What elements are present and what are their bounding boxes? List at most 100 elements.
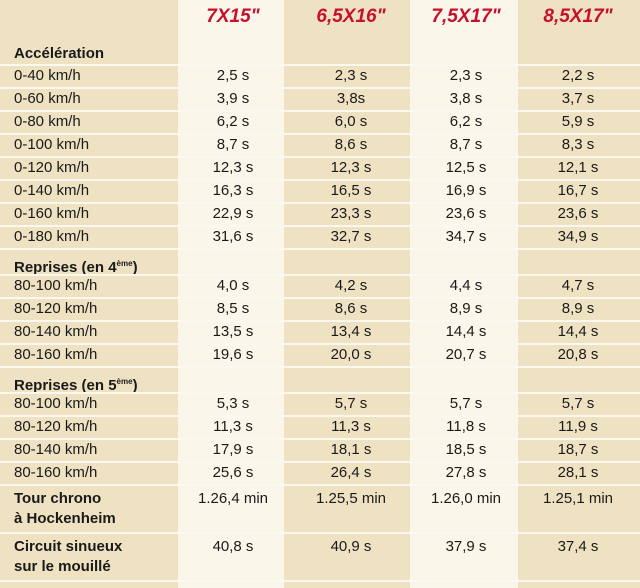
row-label: 0-80 km/h — [14, 113, 81, 130]
section-title-text: Accélération — [14, 45, 105, 62]
cell-value: 18,1 s — [330, 441, 372, 458]
cell-value: 37,9 s — [445, 538, 487, 555]
cell-value: 1.25,1 min — [542, 490, 614, 507]
cell-value: 8,7 s — [449, 136, 483, 153]
row-label: 80-100 km/h — [14, 395, 98, 412]
section-title: Accélération — [14, 45, 104, 63]
cell-value: 6,2 s — [216, 113, 250, 130]
cell-value: 16,9 s — [445, 182, 487, 199]
cell-value: 13,5 s — [212, 323, 254, 340]
cell-value: 16,5 s — [330, 182, 372, 199]
cell-value: 3,9 s — [216, 90, 250, 107]
row-separator — [0, 532, 640, 534]
cell-value: 8,6 s — [334, 136, 368, 153]
cell-value: 5,9 s — [561, 113, 595, 130]
cell-value: 4,7 s — [561, 277, 595, 294]
cell-value: 23,3 s — [330, 205, 372, 222]
column-header: 6,5X16" — [316, 6, 386, 27]
column-header: 8,5X17" — [543, 6, 613, 27]
section-title: Reprises (en 5ème) — [14, 373, 138, 395]
cell-value: 1.26,4 min — [197, 490, 269, 507]
row-label: 80-160 km/h — [14, 346, 98, 363]
row-separator — [0, 366, 640, 368]
cell-value: 26,4 s — [330, 464, 372, 481]
row-separator — [0, 461, 640, 463]
cell-value: 2,3 s — [334, 67, 368, 84]
cell-value: 4,2 s — [334, 277, 368, 294]
cell-value: 8,9 s — [449, 300, 483, 317]
cell-value: 14,4 s — [445, 323, 487, 340]
row-label: sur le mouillé — [14, 558, 111, 575]
cell-value: 11,9 s — [558, 418, 598, 435]
column-header: 7X15" — [206, 6, 260, 27]
column-stripe — [410, 0, 518, 588]
row-separator — [0, 110, 640, 112]
cell-value: 16,3 s — [212, 182, 254, 199]
cell-value: 2,5 s — [216, 67, 250, 84]
row-separator — [0, 415, 640, 417]
cell-value: 31,6 s — [212, 228, 254, 245]
row-label: 0-120 km/h — [14, 159, 90, 176]
row-label: 0-180 km/h — [14, 228, 90, 245]
row-separator — [0, 248, 640, 250]
section-title: Reprises (en 4ème) — [14, 255, 138, 277]
row-separator — [0, 274, 640, 276]
section-title-end: ) — [132, 259, 138, 276]
row-label: 80-160 km/h — [14, 464, 98, 481]
cell-value: 6,2 s — [449, 113, 483, 130]
cell-value: 2,2 s — [561, 67, 595, 84]
row-label: 0-100 km/h — [14, 136, 90, 153]
column-header: 7,5X17" — [431, 6, 501, 27]
row-label: Circuit sinueux — [14, 538, 123, 555]
cell-value: 17,9 s — [212, 441, 254, 458]
row-label: Tour chrono — [14, 490, 102, 507]
cell-value: 18,7 s — [557, 441, 599, 458]
cell-value: 12,1 s — [557, 159, 599, 176]
row-label: 80-140 km/h — [14, 441, 98, 458]
row-separator — [0, 133, 640, 135]
row-separator — [0, 179, 640, 181]
cell-value: 25,6 s — [212, 464, 254, 481]
row-separator — [0, 438, 640, 440]
row-label: 0-140 km/h — [14, 182, 90, 199]
row-label: 0-40 km/h — [14, 67, 81, 84]
cell-value: 32,7 s — [330, 228, 372, 245]
cell-value: 4,4 s — [449, 277, 483, 294]
cell-value: 22,9 s — [212, 205, 254, 222]
cell-value: 40,8 s — [212, 538, 254, 555]
section-title-text: Reprises (en 5 — [14, 377, 117, 394]
cell-value: 20,0 s — [330, 346, 372, 363]
cell-value: 23,6 s — [557, 205, 599, 222]
cell-value: 28,1 s — [557, 464, 599, 481]
cell-value: 5,7 s — [449, 395, 483, 412]
row-separator — [0, 580, 640, 582]
cell-value: 5,7 s — [334, 395, 368, 412]
section-title-sup: ème — [116, 259, 133, 268]
cell-value: 2,3 s — [449, 67, 483, 84]
cell-value: 13,4 s — [330, 323, 372, 340]
cell-value: 11,8 s — [446, 418, 486, 435]
row-label: 80-140 km/h — [14, 323, 98, 340]
row-separator — [0, 87, 640, 89]
row-separator — [0, 320, 640, 322]
row-separator — [0, 202, 640, 204]
row-label: 80-100 km/h — [14, 277, 98, 294]
cell-value: 20,8 s — [557, 346, 599, 363]
cell-value: 12,5 s — [445, 159, 487, 176]
section-title-sup: ème — [116, 377, 133, 386]
cell-value: 8,3 s — [561, 136, 595, 153]
row-separator — [0, 225, 640, 227]
cell-value: 23,6 s — [445, 205, 487, 222]
row-separator — [0, 392, 640, 394]
row-separator — [0, 156, 640, 158]
row-separator — [0, 343, 640, 345]
cell-value: 8,7 s — [216, 136, 250, 153]
row-separator — [0, 297, 640, 299]
cell-value: 12,3 s — [212, 159, 254, 176]
cell-value: 11,3 s — [213, 418, 253, 435]
cell-value: 37,4 s — [557, 538, 599, 555]
cell-value: 6,0 s — [334, 113, 368, 130]
cell-value: 3,8s — [336, 90, 366, 107]
cell-value: 14,4 s — [557, 323, 599, 340]
